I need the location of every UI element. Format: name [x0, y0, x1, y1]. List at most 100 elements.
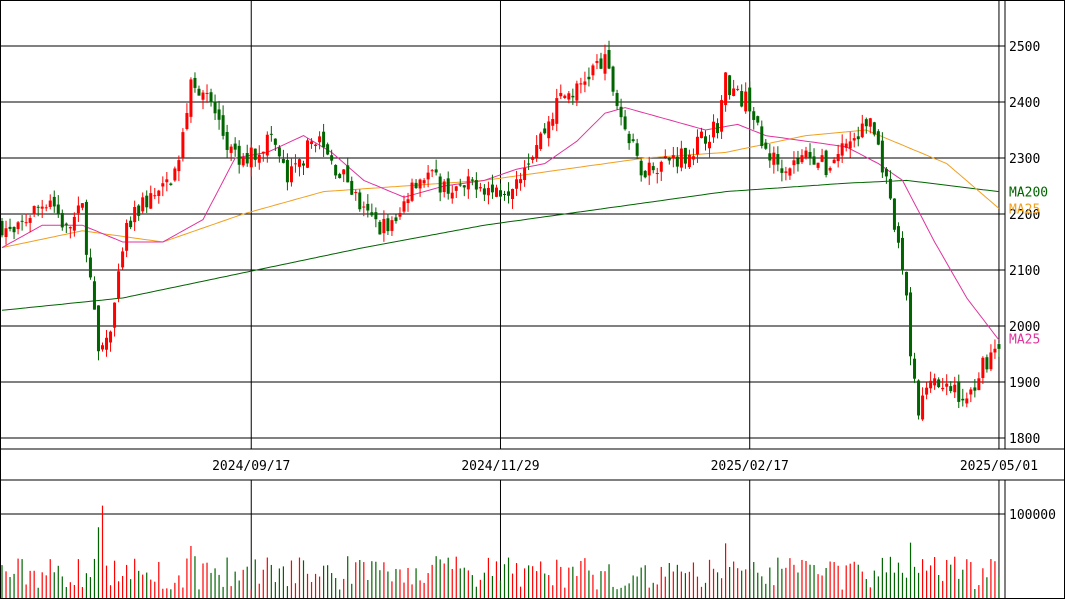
- candle-body: [784, 171, 788, 173]
- candle-body: [109, 331, 113, 343]
- candle-body: [269, 133, 273, 135]
- candle-body: [679, 148, 683, 168]
- candle-body: [193, 77, 197, 88]
- candle-body: [141, 197, 145, 212]
- candle-body: [752, 111, 756, 120]
- candle-body: [386, 218, 390, 232]
- candle-body: [382, 218, 386, 234]
- candle-body: [905, 271, 908, 296]
- candle-body: [704, 136, 707, 144]
- candle-body: [285, 159, 289, 183]
- candle-body: [909, 292, 913, 357]
- candle-body: [724, 72, 728, 106]
- candle-body: [880, 140, 884, 173]
- candle-body: [125, 222, 129, 251]
- candle-body: [217, 109, 221, 120]
- candle-body: [245, 153, 249, 164]
- price-tick-label: 2000: [1009, 320, 1040, 335]
- candle-body: [683, 147, 687, 164]
- candle-body: [72, 216, 76, 231]
- candle-body: [454, 186, 458, 191]
- candle-body: [334, 165, 338, 176]
- candle-body: [832, 159, 836, 164]
- candle-body: [937, 379, 941, 388]
- candle-body: [981, 357, 985, 378]
- candle-body: [828, 168, 832, 171]
- candle-body: [583, 81, 587, 85]
- candle-body: [370, 212, 374, 216]
- candle-body: [390, 220, 394, 231]
- candle-body: [229, 146, 233, 153]
- candle-body: [113, 302, 117, 328]
- candle-body: [563, 95, 567, 99]
- candle-body: [12, 226, 16, 233]
- price-tick-label: 1900: [1009, 376, 1040, 391]
- candle-body: [973, 387, 977, 391]
- candle-body: [519, 179, 523, 184]
- candle-body: [547, 121, 551, 139]
- candle-body: [792, 160, 796, 166]
- candle-body: [836, 153, 840, 162]
- candle-body: [780, 168, 784, 173]
- candle-body: [378, 221, 382, 235]
- candle-body: [450, 192, 454, 199]
- candle-body: [864, 119, 868, 127]
- price-tick-label: 2300: [1009, 152, 1040, 167]
- candle-body: [221, 115, 225, 136]
- candle-body: [748, 87, 752, 112]
- candle-body: [756, 116, 760, 123]
- volume-layer: [1, 505, 1000, 598]
- candle-body: [627, 133, 631, 144]
- candle-body: [929, 380, 933, 389]
- candle-body: [350, 180, 354, 195]
- candle-body: [535, 145, 539, 158]
- candle-body: [173, 168, 177, 181]
- candle-body: [953, 384, 957, 393]
- candle-body: [277, 147, 281, 157]
- candle-body: [161, 183, 165, 187]
- candle-body: [531, 157, 535, 160]
- candle-body: [728, 75, 732, 96]
- candle-body: [575, 83, 579, 101]
- candle-body: [84, 201, 88, 255]
- candle-body: [458, 184, 462, 186]
- candle-body: [438, 176, 442, 193]
- candle-body: [16, 222, 20, 230]
- candle-body: [965, 398, 969, 404]
- date-tick-label: 2025/02/17: [711, 459, 789, 474]
- candle-body: [117, 271, 121, 299]
- candle-body: [695, 136, 699, 155]
- candle-body: [48, 200, 52, 207]
- price-tick-label: 1800: [1009, 432, 1040, 447]
- price-tick-label: 2500: [1009, 40, 1040, 55]
- candle-body: [655, 173, 659, 175]
- candle-body: [663, 156, 667, 158]
- candle-body: [868, 118, 872, 127]
- candle-body: [712, 121, 716, 138]
- candle-body: [732, 88, 736, 96]
- candle-body: [511, 189, 515, 200]
- candle-body: [177, 160, 181, 172]
- candle-body: [52, 196, 56, 207]
- candle-body: [888, 178, 892, 199]
- candle-body: [418, 179, 422, 189]
- ma-label-ma200: MA200: [1009, 186, 1048, 201]
- candle-body: [772, 152, 776, 165]
- candle-body: [539, 133, 543, 150]
- grid-layer: [0, 0, 1005, 598]
- candle-body: [989, 352, 993, 370]
- candle-body: [398, 212, 402, 217]
- candle-body: [253, 148, 257, 160]
- candle-body: [949, 386, 953, 392]
- candle-body: [494, 187, 498, 197]
- price-tick-label: 2200: [1009, 208, 1040, 223]
- candle-body: [145, 195, 149, 208]
- candle-body: [478, 187, 482, 189]
- candle-body: [101, 345, 104, 350]
- candle-body: [92, 281, 96, 310]
- candle-body: [740, 91, 744, 107]
- candle-body: [671, 155, 675, 159]
- candle-body: [699, 131, 703, 139]
- candle-body: [507, 191, 511, 196]
